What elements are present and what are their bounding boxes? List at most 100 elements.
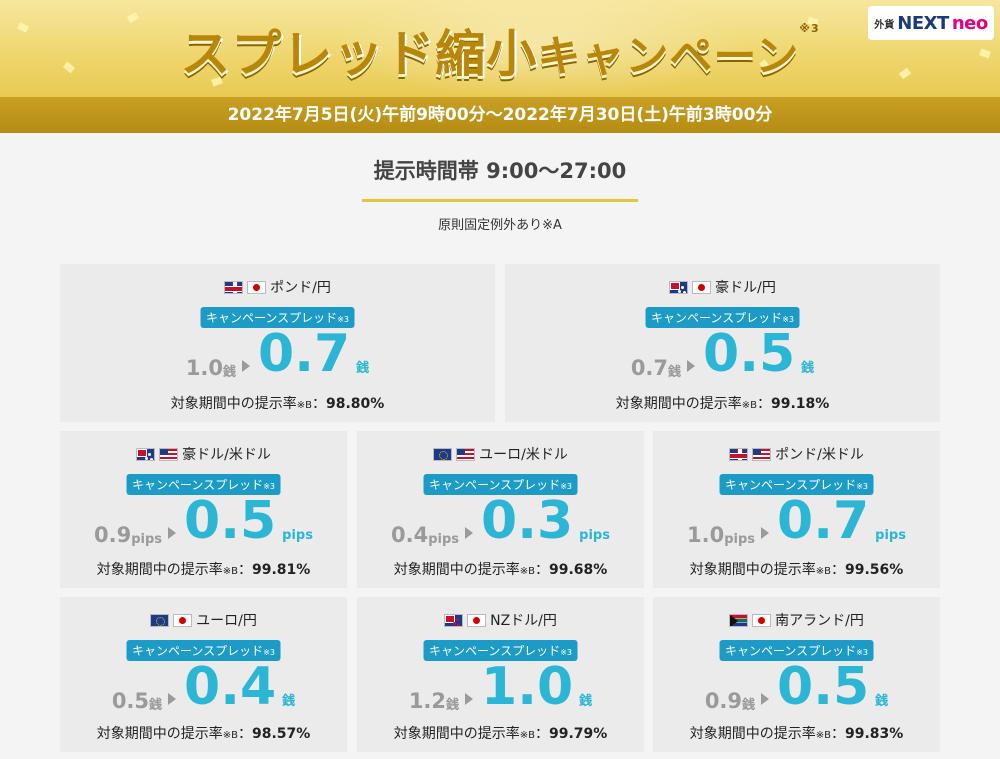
rate-value: 99.79% [548,726,608,742]
rate-sep: ： [311,396,326,412]
new-spread: 0.4 [184,657,277,717]
flag-za-icon [729,613,749,627]
rate-note: ※B [815,730,831,741]
spread-values: 1.0 pips 0.7 pips [653,495,940,547]
rate-note: ※B [815,566,831,577]
currency-pair-card: 豪ドル/米ドル キャンペーンスプレッド※3 0.9 pips 0.5 pips … [60,431,347,588]
badge-label: キャンペーンスプレッド [725,478,857,492]
campaign-spread-badge: キャンペーンスプレッド※3 [423,640,578,661]
old-spread: 1.2 [408,689,447,713]
badge-label: キャンペーンスプレッド [206,311,338,325]
currency-pair-card: 南アランド/円 キャンペーンスプレッド※3 0.9 銭 0.5 銭 対象期間中の… [653,597,940,752]
rate-sep: ： [534,726,549,742]
rate-prefix: 対象期間中の提示率 [96,726,223,742]
presentation-rate: 対象期間中の提示率※B：99.83% [653,723,940,743]
flag-jp-icon [467,613,487,627]
gaika-next-neo-logo[interactable]: 外貨 NEXT neo [868,6,994,40]
rate-sep: ： [830,562,845,578]
old-spread: 0.7 [630,356,669,380]
flag-au-icon [136,447,156,461]
campaign-title-note: ※3 [799,22,820,35]
flag-eu-icon [150,613,170,627]
pair-header: ポンド/円 [60,277,495,297]
badge-note: ※3 [782,315,794,324]
flag-jp-icon [247,280,267,294]
badge-note: ※3 [856,482,868,491]
rate-value: 99.56% [844,562,904,578]
rate-sep: ： [756,396,771,412]
pair-name: 南アランド/円 [775,613,864,629]
pair-header: 南アランド/円 [653,610,940,630]
arrow-right-icon [168,693,177,705]
pair-name: ポンド/円 [270,280,331,296]
badge-note: ※3 [337,315,349,324]
pair-header: ポンド/米ドル [653,444,940,464]
campaign-spread-badge: キャンペーンスプレッド※3 [126,474,281,495]
pair-header: ユーロ/円 [60,610,347,630]
campaign-spread-badge: キャンペーンスプレッド※3 [645,307,800,328]
world-map-decoration [330,0,750,100]
flag-gb-icon [224,280,244,294]
rate-prefix: 対象期間中の提示率 [393,726,520,742]
campaign-period: 2022年7月5日(火)午前9時00分〜2022年7月30日(土)午前3時00分 [0,97,1000,133]
campaign-title: スプレッド縮小キャンペーン※3 [0,14,1000,86]
presentation-hours: 提示時間帯 9:00〜27:00 [373,159,627,183]
currency-pair-card: ユーロ/米ドル キャンペーンスプレッド※3 0.4 pips 0.3 pips … [357,431,644,588]
arrow-right-icon [168,527,177,539]
rate-value: 99.81% [251,562,311,578]
pair-name: ユーロ/米ドル [479,447,568,463]
rate-prefix: 対象期間中の提示率 [170,396,297,412]
campaign-spread-badge: キャンペーンスプレッド※3 [719,640,874,661]
hours-underline [362,199,638,202]
spread-values: 0.5 銭 0.4 銭 [60,661,347,713]
rate-prefix: 対象期間中の提示率 [615,396,742,412]
rate-note: ※B [222,566,238,577]
rate-prefix: 対象期間中の提示率 [96,562,223,578]
old-spread-unit: pips [131,532,163,547]
badge-label: キャンペーンスプレッド [429,478,561,492]
rate-note: ※B [741,400,757,411]
new-spread: 0.5 [777,657,870,717]
new-spread-unit: pips [875,528,906,543]
rate-sep: ： [830,726,845,742]
campaign-title-sub: キャンペーン [537,32,800,82]
arrow-right-icon [242,360,251,372]
new-spread: 0.3 [481,491,574,551]
new-spread: 0.5 [184,491,277,551]
new-spread-unit: 銭 [579,694,593,709]
badge-note: ※3 [560,648,572,657]
badge-note: ※3 [263,482,275,491]
new-spread-unit: 銭 [282,694,296,709]
spread-values: 0.7 銭 0.5 銭 [505,328,940,380]
badge-note: ※3 [263,648,275,657]
logo-neo: neo [951,12,988,34]
old-spread-unit: 銭 [668,365,682,380]
currency-pair-card: ポンド/円 キャンペーンスプレッド※3 1.0 銭 0.7 銭 対象期間中の提示… [60,264,495,422]
pair-name: 豪ドル/米ドル [182,447,271,463]
rate-value: 98.80% [325,396,385,412]
flag-us-icon [752,447,772,461]
spread-values: 0.9 pips 0.5 pips [60,495,347,547]
campaign-spread-badge: キャンペーンスプレッド※3 [126,640,281,661]
pair-header: 豪ドル/米ドル [60,444,347,464]
rate-note: ※B [519,730,535,741]
rate-note: ※B [519,566,535,577]
spread-values: 1.2 銭 1.0 銭 [357,661,644,713]
old-spread-unit: 銭 [742,698,756,713]
old-spread: 0.9 [704,689,743,713]
currency-pair-card: 豪ドル/円 キャンペーンスプレッド※3 0.7 銭 0.5 銭 対象期間中の提示… [505,264,940,422]
presentation-rate: 対象期間中の提示率※B：99.18% [505,393,940,413]
rate-prefix: 対象期間中の提示率 [689,726,816,742]
old-spread-unit: pips [428,532,460,547]
campaign-spread-badge: キャンペーンスプレッド※3 [423,474,578,495]
rate-note: ※B [222,730,238,741]
old-spread: 0.9 [94,523,132,547]
presentation-rate: 対象期間中の提示率※B：99.79% [357,723,644,743]
presentation-rate: 対象期間中の提示率※B：98.80% [60,393,495,413]
flag-us-icon [159,447,179,461]
badge-label: キャンペーンスプレッド [725,644,857,658]
presentation-rate: 対象期間中の提示率※B：99.81% [60,559,347,579]
new-spread-unit: 銭 [356,361,370,376]
campaign-spread-badge: キャンペーンスプレッド※3 [200,307,355,328]
old-spread-unit: 銭 [223,365,237,380]
